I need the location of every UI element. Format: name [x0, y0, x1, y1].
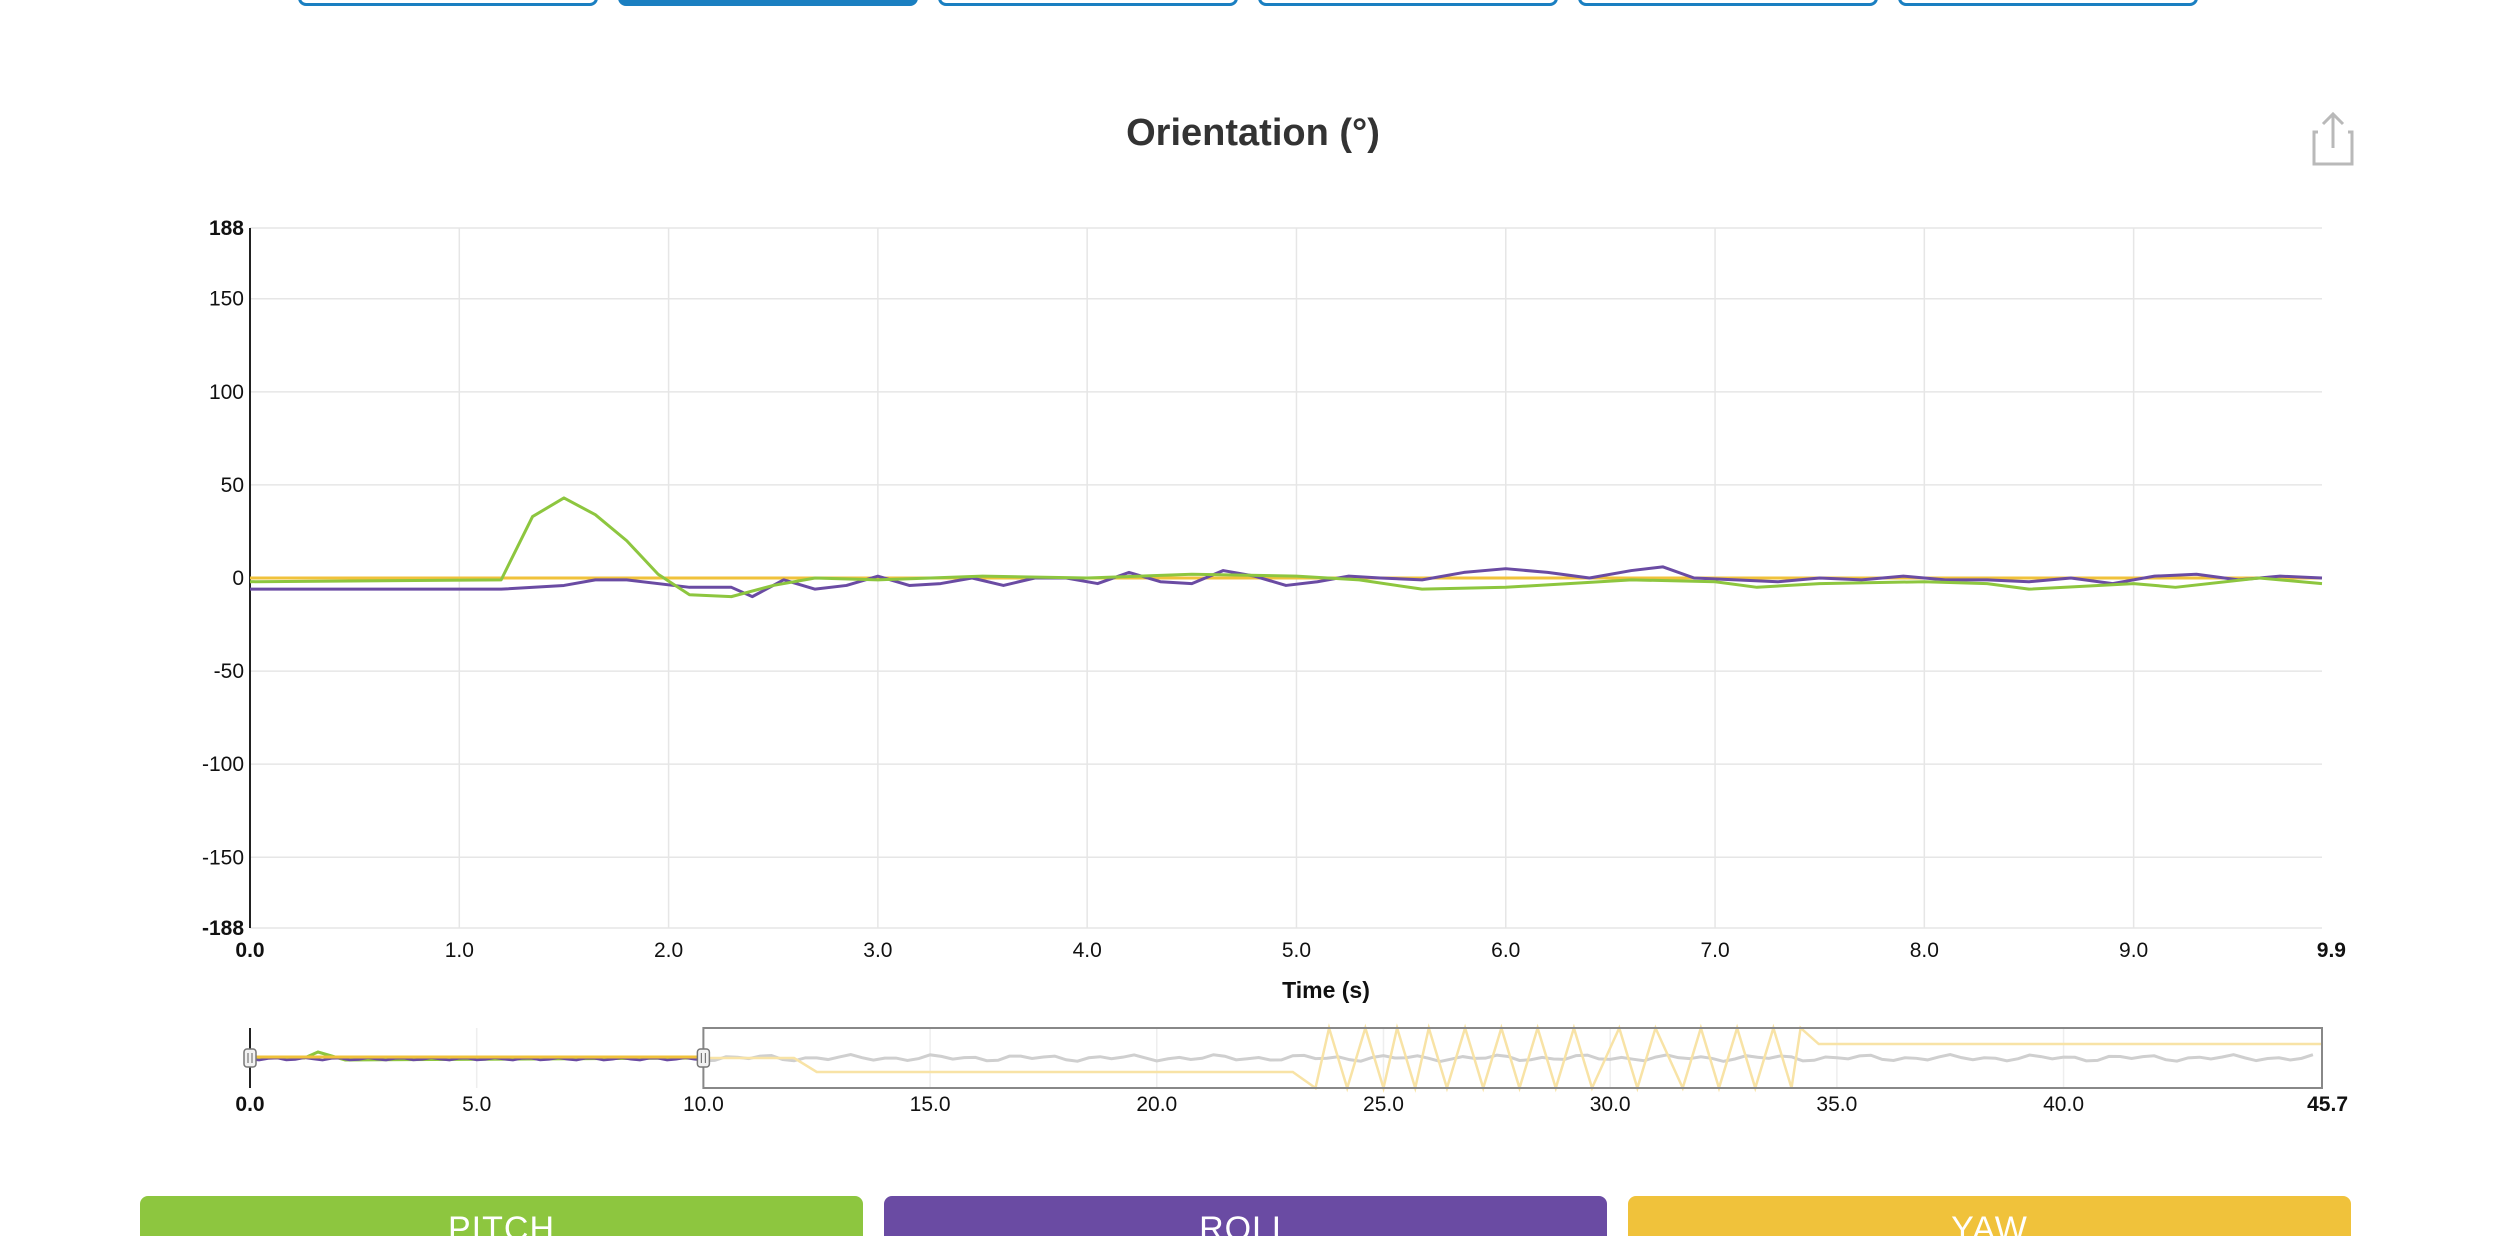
x-tick-label: 8.0	[1910, 939, 1939, 962]
series-toggle-bar: PITCH ROLL YAW	[0, 1196, 2506, 1248]
navigator-tick-label: 0.0	[235, 1093, 264, 1116]
y-tick-label: -100	[202, 753, 244, 776]
x-tick-label: 6.0	[1491, 939, 1520, 962]
y-tick-label: 188	[209, 217, 244, 240]
navigator-left-handle[interactable]	[243, 1048, 257, 1068]
share-icon[interactable]	[2310, 110, 2360, 166]
navigator-right-handle[interactable]	[696, 1048, 711, 1068]
navigator-tick-label: 5.0	[462, 1093, 491, 1116]
navigator-tick-label: 45.7	[2307, 1093, 2348, 1116]
navigator-tick-label: 25.0	[1363, 1093, 1404, 1116]
series-line-roll	[250, 565, 2323, 599]
navigator-tick-label: 40.0	[2043, 1093, 2084, 1116]
x-tick-label: 3.0	[863, 939, 892, 962]
x-tick-label: 2.0	[654, 939, 683, 962]
x-axis-title: Time (s)	[1282, 977, 1370, 1003]
y-tick-label: -150	[202, 846, 244, 869]
y-tick-label: 0	[232, 567, 244, 590]
navigator-tick-label: 10.0	[683, 1093, 724, 1116]
x-tick-label: 7.0	[1700, 939, 1729, 962]
x-tick-label: 4.0	[1073, 939, 1102, 962]
navigator-roll-line	[249, 1056, 704, 1062]
x-tick-label: 1.0	[445, 939, 474, 962]
y-tick-label: 100	[209, 381, 244, 404]
chart-title: Orientation (°)	[1126, 112, 1380, 154]
navigator-tick-label: 30.0	[1590, 1093, 1631, 1116]
handle-grip	[243, 1048, 257, 1068]
y-tick-label: 150	[209, 288, 244, 311]
x-tick-label: 0.0	[235, 939, 264, 962]
yaw-button[interactable]: YAW	[1628, 1196, 2351, 1248]
pitch-button[interactable]: PITCH	[140, 1196, 863, 1248]
y-tick-label: -50	[214, 660, 244, 683]
navigator-tick-label: 20.0	[1136, 1093, 1177, 1116]
roll-button[interactable]: ROLL	[884, 1196, 1607, 1248]
navigator: 0.0 5.0 10.0 15.0 20.0 25.0 30.0 35.0 40.0 45.7	[235, 1023, 2348, 1116]
x-tick-label: 9.0	[2119, 939, 2148, 962]
x-tick-label: 9.9	[2317, 939, 2346, 962]
navigator-mask	[702, 1027, 2323, 1089]
top-tab-bar	[0, 0, 2506, 10]
x-tick-label: 5.0	[1282, 939, 1311, 962]
navigator-tick-label: 15.0	[910, 1093, 951, 1116]
y-tick-label: -188	[202, 917, 244, 940]
handle-grip	[696, 1048, 711, 1068]
navigator-tick-label: 35.0	[1816, 1093, 1857, 1116]
y-tick-label: 50	[221, 474, 244, 497]
navigator-faded-line	[703, 1052, 2314, 1063]
series-line-pitch	[249, 496, 2323, 599]
